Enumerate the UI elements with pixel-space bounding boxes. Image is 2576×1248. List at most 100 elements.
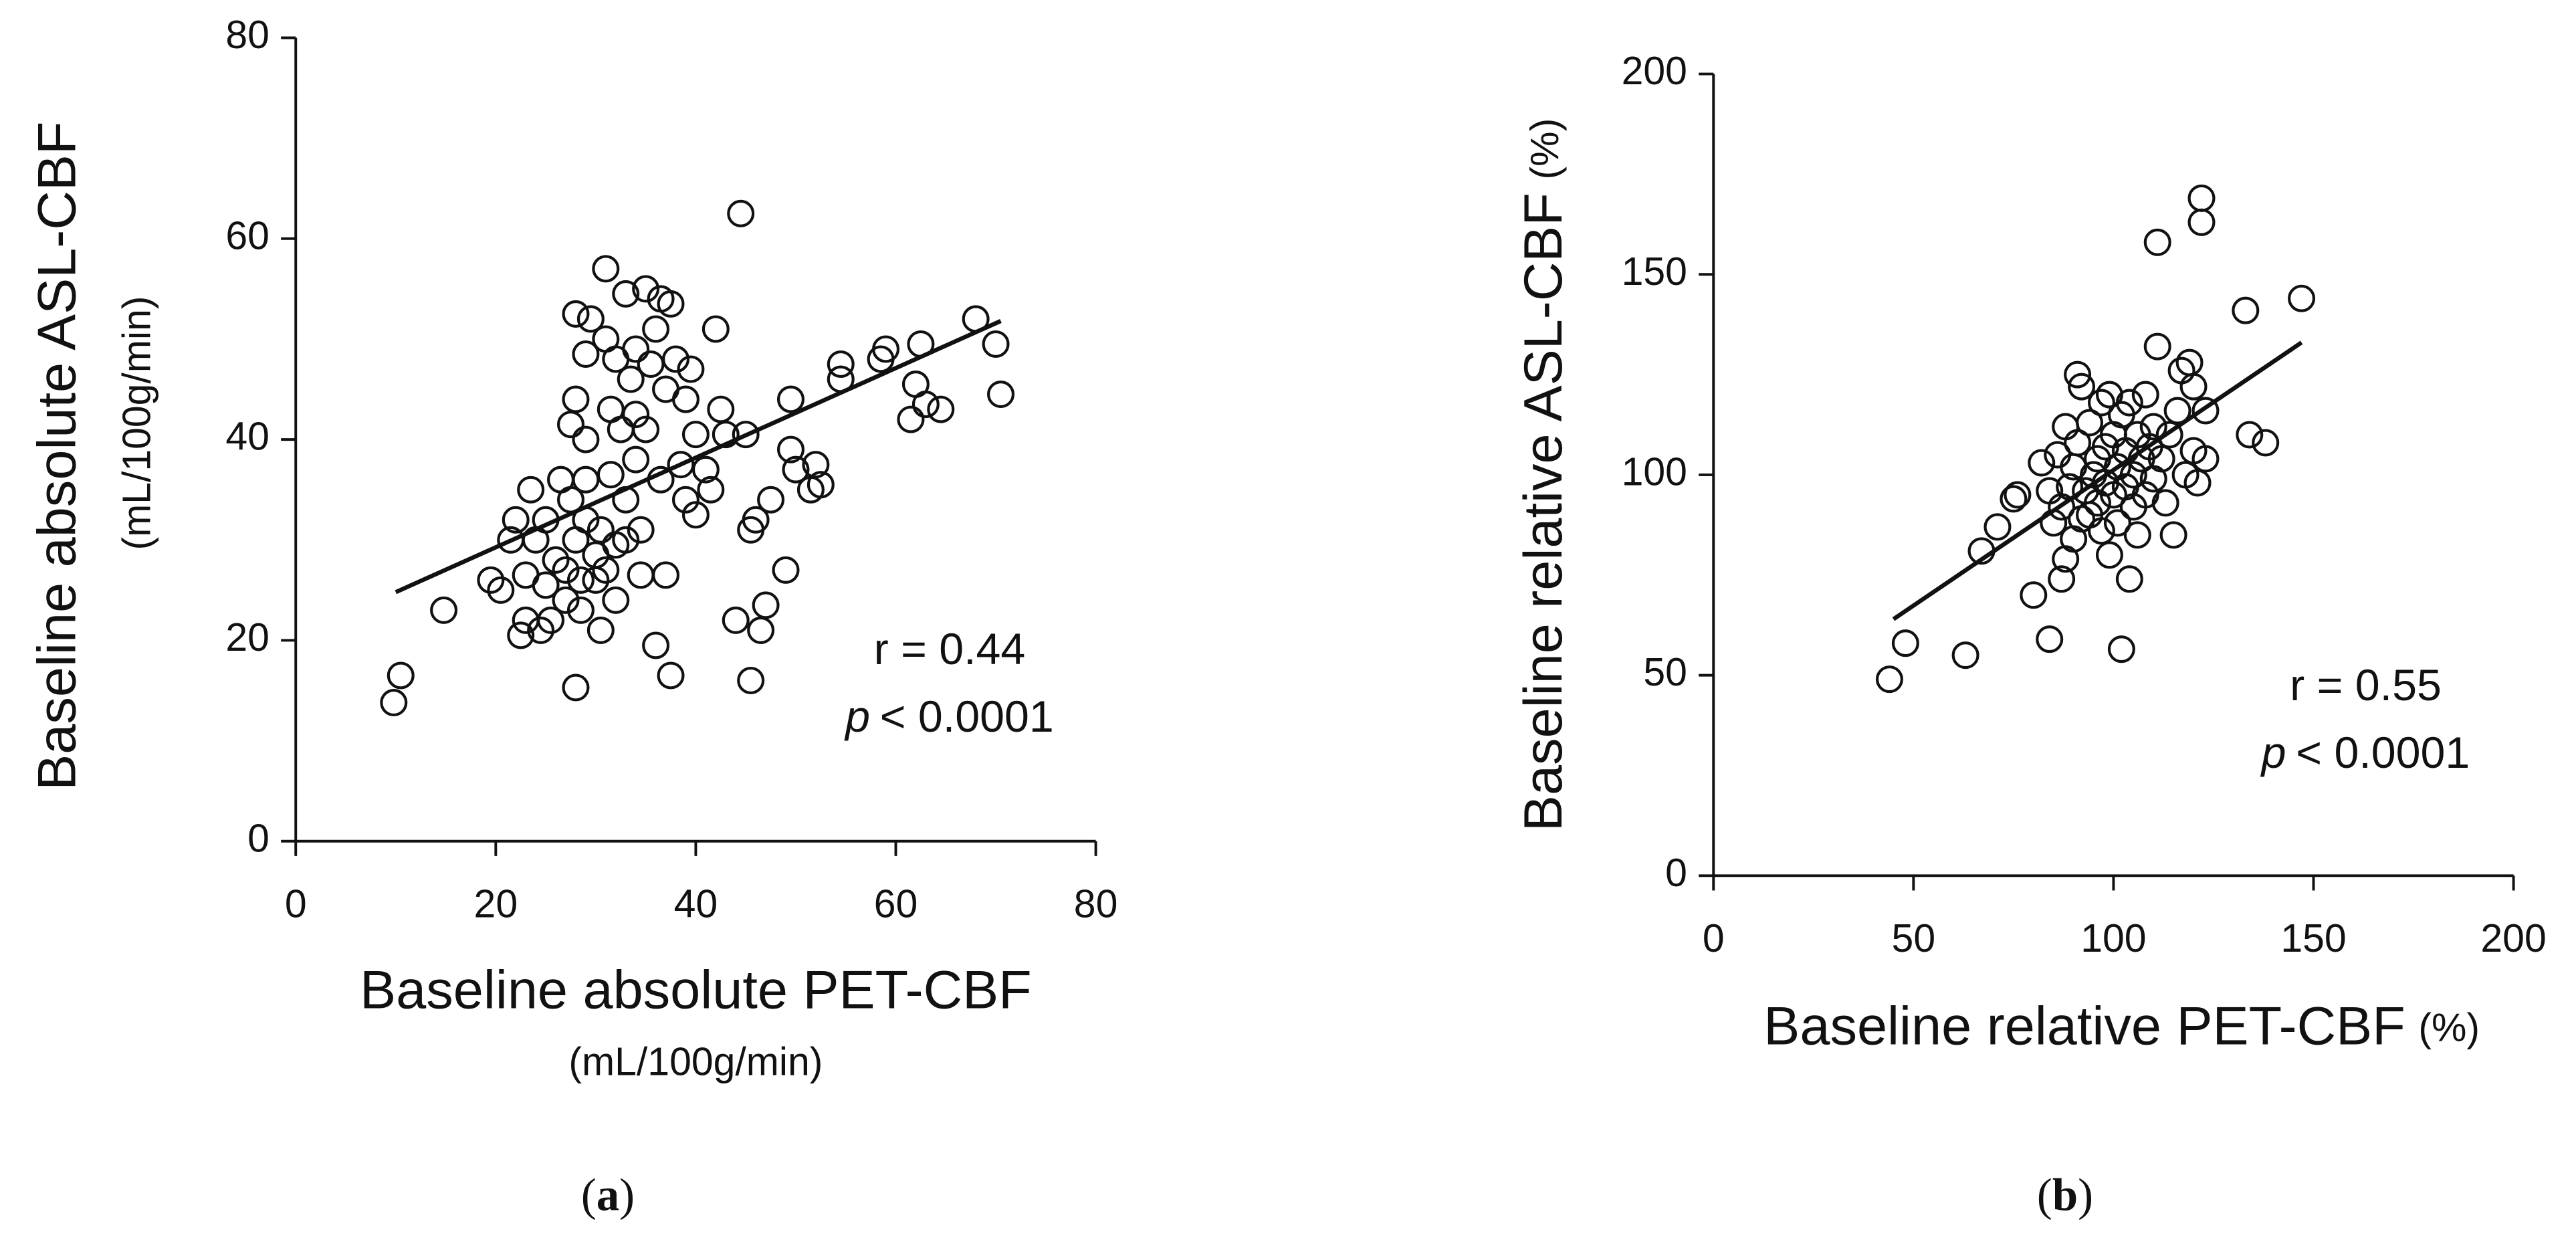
x-tick-label: 0 [285,883,307,926]
point [927,395,955,423]
point [2036,625,2064,653]
point [527,616,555,644]
panel-close: ) [2078,1169,2093,1220]
point [507,621,535,649]
point [807,471,835,499]
point [1983,513,2012,541]
panel-label: (b) [2037,1169,2093,1220]
fit-line [1892,340,2303,621]
point [872,335,900,363]
point [677,355,705,383]
point [2159,521,2187,549]
point [582,566,610,594]
point [772,556,800,584]
point [1951,641,1979,669]
y-tick-label: 50 [1643,651,1687,694]
y-tick-label: 0 [247,817,270,860]
panel-letter: b [2052,1169,2078,1220]
y-tick-label: 100 [1622,451,1687,494]
x-tick-label: 200 [2480,917,2546,960]
point [607,415,635,443]
point [742,506,770,534]
y-tick-label: 80 [225,13,270,57]
point [517,476,545,504]
point [632,415,660,443]
x-axis-label: Baseline relative PET-CBF (%) [1763,997,2480,1057]
point [502,506,530,534]
point [622,445,650,474]
point [562,300,590,328]
point [722,606,750,634]
point [2147,445,2175,473]
point [572,465,600,494]
point [2115,389,2143,417]
point [657,290,685,318]
point [712,421,740,449]
point [612,280,640,308]
point [2028,449,2056,477]
point [2087,389,2115,417]
point [537,606,565,634]
point [2020,581,2048,609]
point [897,405,925,433]
point [2131,381,2159,409]
point [2232,296,2260,324]
x-axis-sublabel: (mL/100g/min) [568,1040,823,1083]
point [2143,332,2171,360]
point [2179,373,2208,401]
point [752,591,780,619]
point [586,516,615,544]
point [566,566,595,594]
point [380,689,408,717]
point [987,381,1015,409]
point [2288,284,2316,312]
x-axis-label-unit: (%) [2418,1006,2480,1049]
p-value: < 0.0001 [2296,728,2470,778]
y-tick-label: 150 [1622,250,1687,294]
point [642,631,670,659]
point [2123,521,2151,549]
point [2187,184,2216,212]
point [707,395,735,423]
point [1875,665,1903,694]
panel-close: ) [619,1169,635,1220]
point [487,576,515,604]
y-axis-label-unit: (%) [1523,118,1567,180]
point [2191,445,2220,473]
fit-line [395,319,1002,595]
point [2095,541,2123,569]
p-symbol: p [844,692,870,741]
point [2236,421,2264,449]
point [430,596,458,624]
x-tick-label: 60 [874,883,918,926]
y-tick-label: 200 [1622,49,1687,93]
y-tick-label: 60 [225,214,270,257]
point [2151,489,2179,517]
y-tick-label: 0 [1665,851,1687,895]
point [592,255,620,283]
point [552,586,580,614]
point [2076,409,2104,437]
point [2064,360,2092,389]
point [2004,481,2032,509]
point [727,199,755,227]
point [642,315,670,343]
y-axis-sublabel: (mL/100g/min) [115,296,158,550]
point [2183,469,2212,497]
point [671,385,700,413]
point [2103,509,2131,537]
point [657,661,685,690]
point [622,401,650,429]
point [737,666,765,695]
point [572,340,600,369]
point [691,455,720,484]
point [622,335,650,363]
x-axis-label-main: Baseline relative PET-CBF [1763,997,2405,1057]
p-value: < 0.0001 [880,692,1054,741]
y-axis-label: Baseline absolute ASL-CBF [27,122,87,791]
p-symbol: p [2260,728,2286,778]
point [2143,228,2171,256]
point [2119,461,2147,489]
x-tick-label: 150 [2280,917,2346,960]
